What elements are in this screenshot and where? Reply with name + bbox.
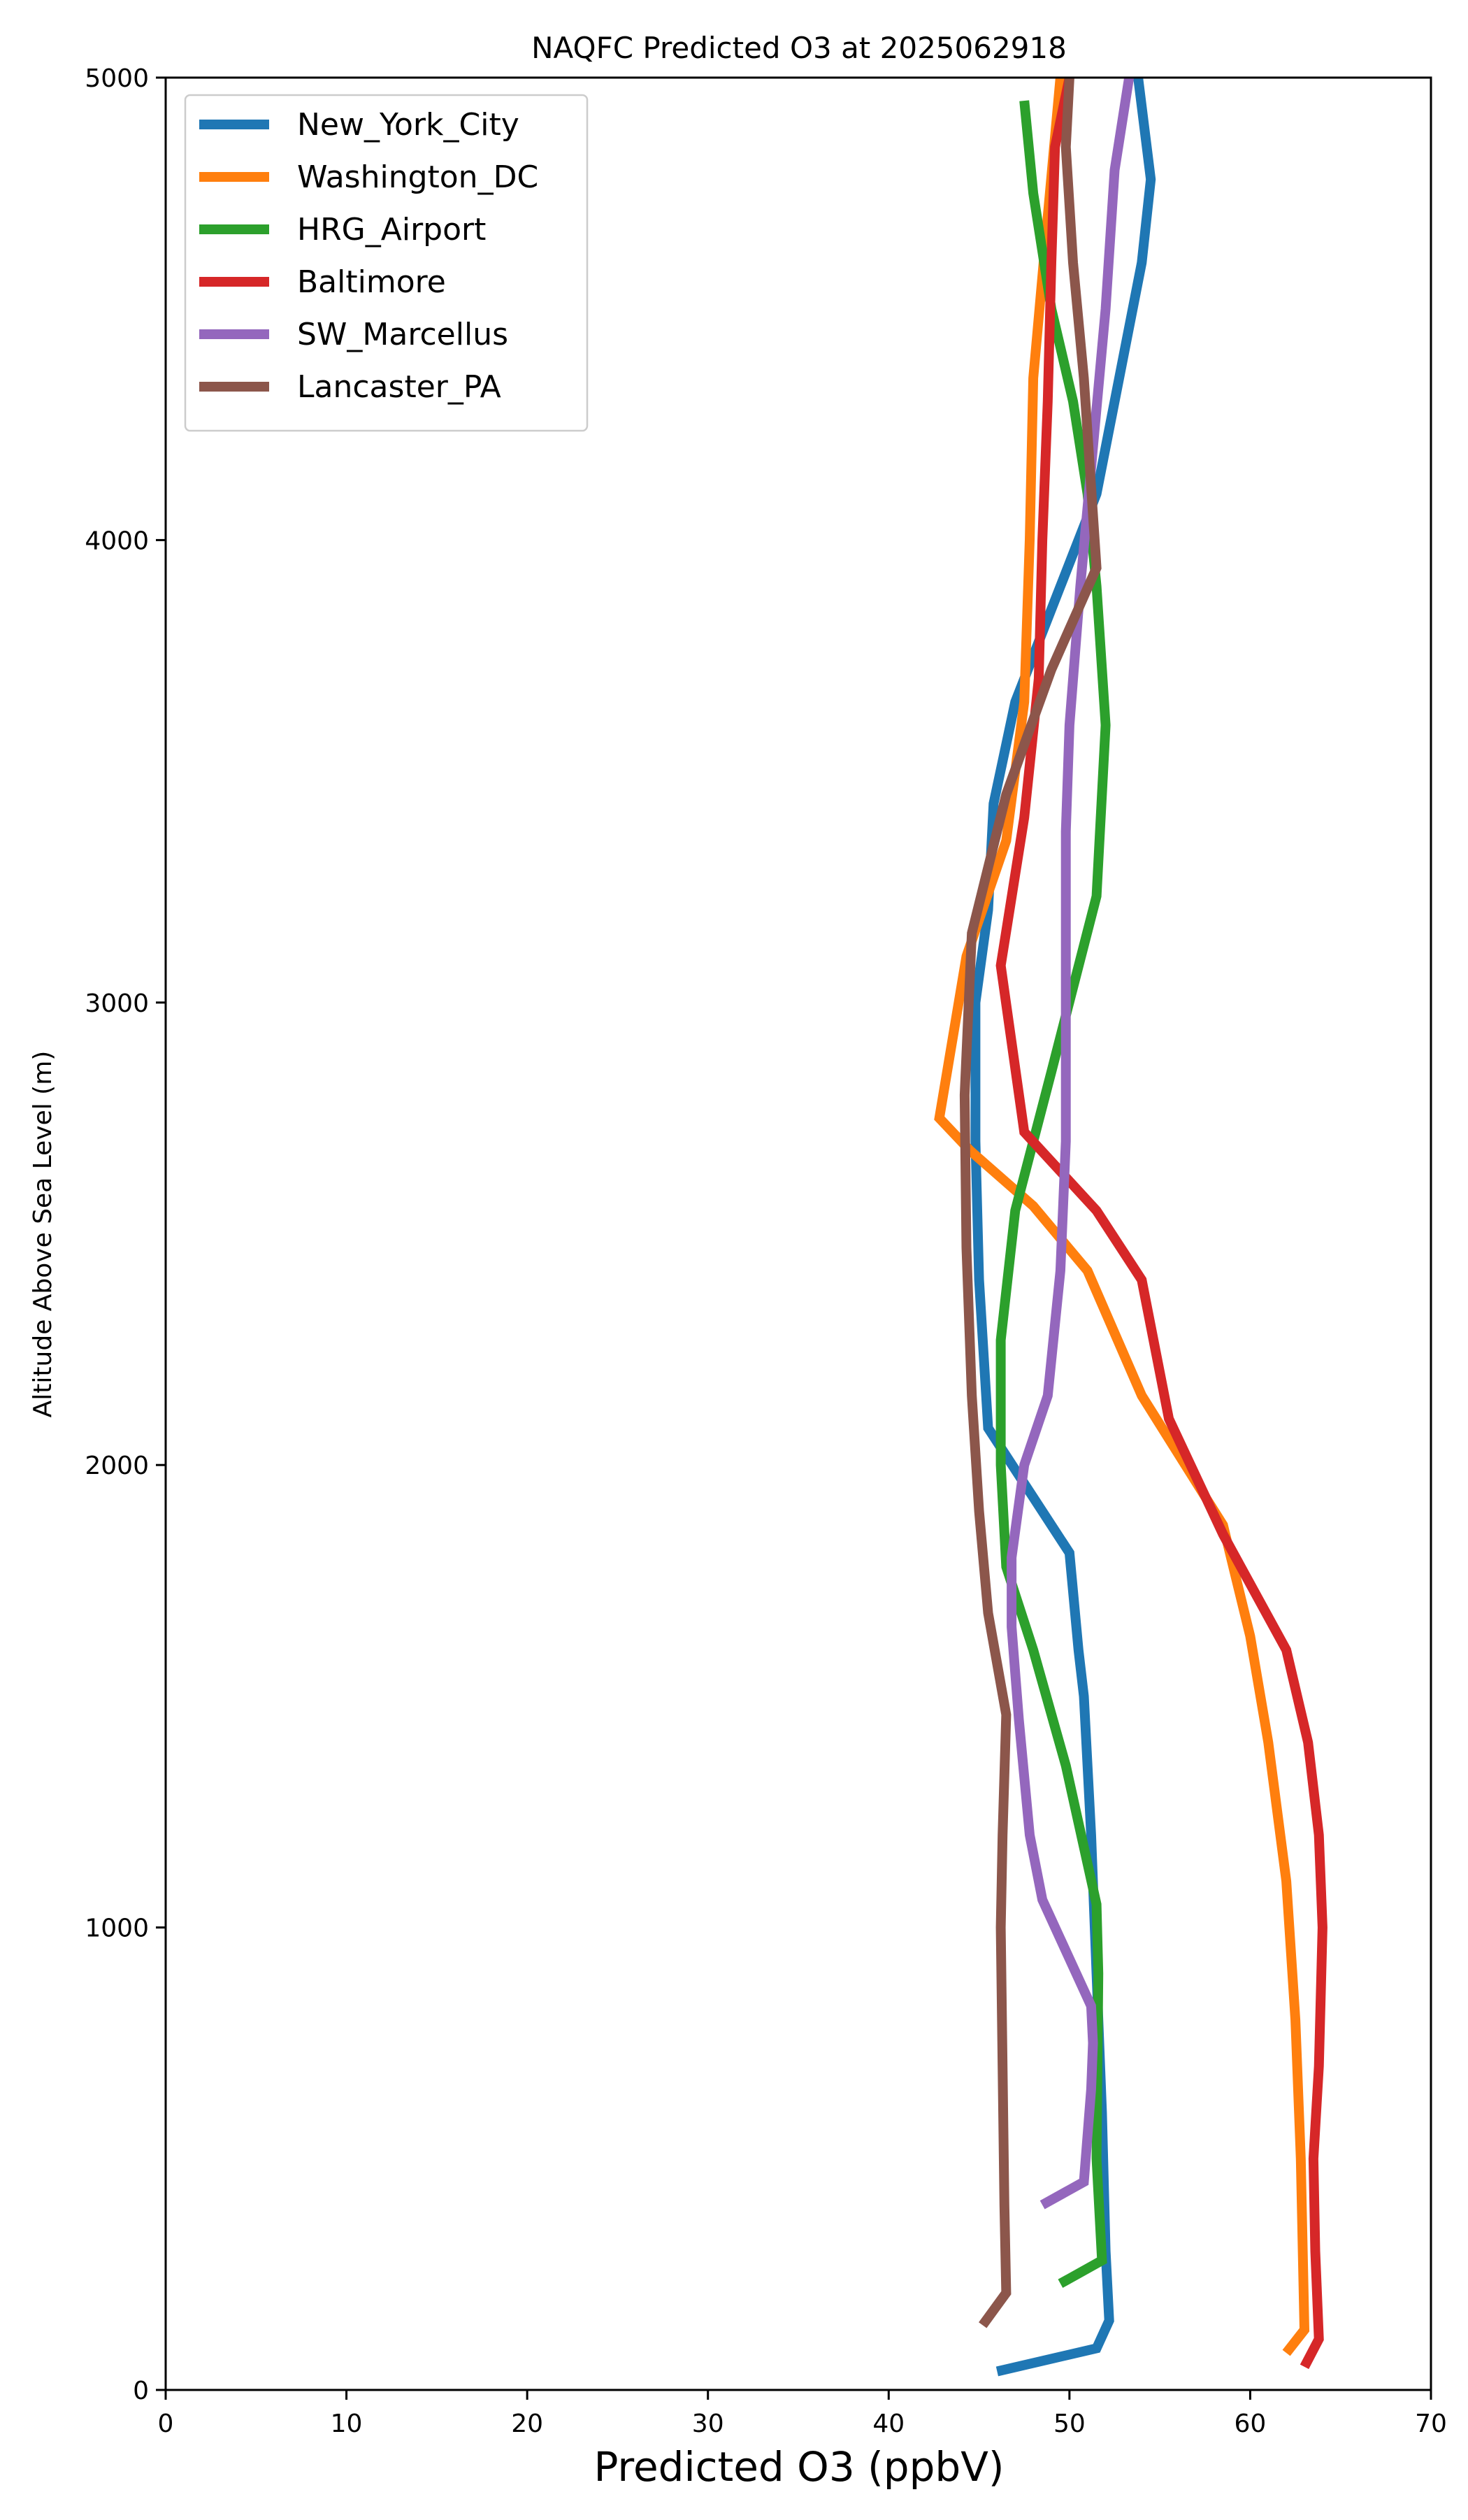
legend-label: New_York_City: [297, 107, 519, 143]
plot-frame: [164, 76, 1432, 2391]
x-axis-label: Predicted O3 (ppbV): [593, 2443, 1004, 2491]
x-tick-label: 10: [331, 2410, 363, 2438]
legend: New_York_City Washington_DC HRG_Airport Bal…: [184, 94, 589, 432]
y-tick-label: 0: [133, 2377, 149, 2405]
legend-label: Baltimore: [297, 264, 446, 300]
legend-label: SW_Marcellus: [297, 317, 508, 352]
y-tick-label: 2000: [85, 1452, 149, 1480]
chart-title: NAQFC Predicted O3 at 2025062918: [531, 31, 1067, 65]
y-tick-label: 4000: [85, 527, 149, 555]
x-tick-label: 50: [1053, 2410, 1086, 2438]
plot-area: [934, 78, 1327, 2377]
x-tick-label: 70: [1415, 2410, 1447, 2438]
series-line-hrg-airport: [995, 100, 1111, 2289]
series-line-baltimore: [995, 78, 1327, 2370]
series-line-new-york-city: [970, 78, 1156, 2377]
x-tick-label: 60: [1235, 2410, 1267, 2438]
series-line-sw-marcellus: [1007, 78, 1135, 2210]
x-tick-label: 20: [511, 2410, 543, 2438]
y-tick-label: 1000: [85, 1914, 149, 1943]
x-tick-label: 30: [692, 2410, 724, 2438]
legend-box: [184, 94, 589, 432]
axes: 0 10 20 30 40 50 60 70 0 1000 2000 3000 4000 5000: [85, 64, 1447, 2438]
x-tick-label: 40: [872, 2410, 905, 2438]
series-line-lancaster-pa: [959, 78, 1102, 2328]
series-lines: [934, 78, 1327, 2377]
legend-label: Washington_DC: [297, 159, 538, 195]
x-tick-label: 0: [158, 2410, 174, 2438]
legend-label: Lancaster_PA: [297, 369, 501, 405]
y-tick-label: 5000: [85, 64, 149, 93]
legend-label: HRG_Airport: [297, 212, 486, 248]
y-tick-label: 3000: [85, 989, 149, 1018]
y-axis-label: Altitude Above Sea Level (m): [29, 1051, 57, 1418]
